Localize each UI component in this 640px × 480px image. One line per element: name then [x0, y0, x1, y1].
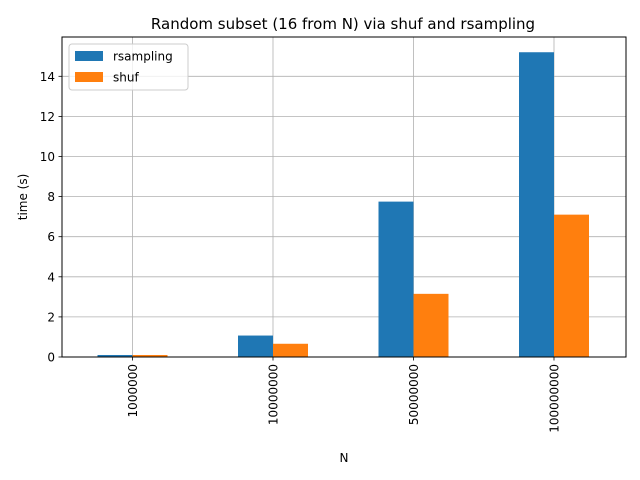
y-tick-label: 14 — [40, 70, 55, 84]
bar-shuf-100000000 — [554, 214, 589, 357]
y-tick-label: 0 — [47, 351, 55, 365]
y-axis-ticks: 0 2 4 6 8 10 12 14 — [40, 70, 62, 365]
plot-frame — [61, 36, 627, 358]
legend-label-shuf: shuf — [113, 71, 139, 85]
x-axis-ticks: 1000000 10000000 50000000 100000000 — [126, 357, 562, 433]
bar-shuf-10000000 — [273, 343, 308, 357]
y-tick-label: 12 — [40, 110, 55, 124]
y-tick-label: 10 — [40, 150, 55, 164]
legend-swatch-shuf — [75, 72, 103, 82]
bar-rsampling-100000000 — [519, 52, 554, 357]
bar-rsampling-1000000 — [97, 354, 133, 357]
bar-rsampling-50000000 — [378, 201, 414, 357]
y-tick-label: 8 — [47, 190, 55, 204]
bars — [97, 52, 589, 357]
x-tick-label: 100000000 — [548, 364, 562, 433]
x-tick-label: 10000000 — [267, 364, 281, 425]
legend: rsampling shuf — [68, 43, 189, 91]
bar-shuf-50000000 — [413, 293, 449, 357]
x-axis-label: N — [340, 451, 349, 465]
legend-label-rsampling: rsampling — [113, 50, 173, 64]
y-tick-label: 6 — [47, 230, 55, 244]
x-tick-label: 50000000 — [407, 364, 421, 425]
bar-rsampling-10000000 — [238, 335, 273, 357]
y-tick-label: 2 — [47, 310, 55, 324]
chart-title: Random subset (16 from N) via shuf and r… — [151, 15, 535, 33]
x-tick-label: 1000000 — [126, 364, 140, 417]
y-axis-label: time (s) — [16, 174, 30, 221]
legend-swatch-rsampling — [75, 51, 103, 61]
y-tick-label: 4 — [47, 270, 55, 284]
bar-shuf-1000000 — [132, 354, 168, 357]
